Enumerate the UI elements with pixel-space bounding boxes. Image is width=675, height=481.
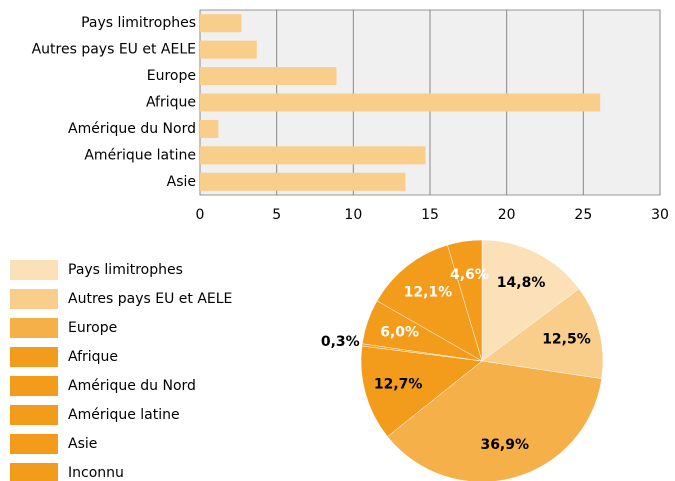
y-tick-label: Amérique du Nord: [68, 121, 196, 137]
x-tick-label: 5: [272, 207, 281, 223]
legend-swatch: [10, 376, 58, 396]
data-label: 0,3%: [321, 334, 360, 350]
pie-slice: [360, 345, 483, 437]
bar: [200, 172, 406, 191]
legend-swatch: [10, 260, 58, 280]
legend-label: Inconnu: [68, 465, 124, 481]
legend-swatch: [10, 347, 58, 367]
y-tick-label: Europe: [147, 68, 196, 84]
y-tick-label: Amérique latine: [84, 147, 196, 163]
data-label: 36,9%: [480, 437, 529, 453]
bar: [200, 40, 257, 59]
data-label: 12,1%: [404, 285, 453, 301]
legend-label: Pays limitrophes: [68, 262, 183, 278]
data-label: 12,5%: [542, 332, 591, 348]
data-label: 14,8%: [497, 275, 546, 291]
x-tick-label: 10: [344, 207, 362, 223]
y-tick-label: Pays limitrophes: [81, 15, 196, 31]
legend-swatch: [10, 434, 58, 454]
legend-label: Amérique latine: [68, 407, 180, 423]
data-label: 6,0%: [380, 325, 419, 341]
y-tick-label: Asie: [167, 174, 196, 190]
legend-label: Amérique du Nord: [68, 378, 196, 394]
pie-slice: [376, 244, 483, 362]
pie-slice: [447, 239, 483, 362]
bar: [200, 93, 601, 112]
bar: [200, 14, 242, 33]
legend-swatch: [10, 463, 58, 481]
x-tick-label: 15: [421, 207, 439, 223]
y-tick-label: Autres pays EU et AELE: [32, 42, 196, 58]
pie-slice: [481, 239, 580, 362]
pie-slice: [481, 288, 604, 379]
legend-label: Europe: [68, 320, 117, 336]
y-tick-label: Afrique: [146, 95, 196, 111]
bar: [200, 119, 219, 138]
bar: [200, 146, 426, 165]
legend-swatch: [10, 405, 58, 425]
x-tick-label: 30: [651, 207, 669, 223]
legend-label: Autres pays EU et AELE: [68, 291, 232, 307]
bar: [200, 67, 337, 86]
x-tick-label: 0: [196, 207, 205, 223]
legend-swatch: [10, 289, 58, 309]
legend-label: Afrique: [68, 349, 118, 365]
x-tick-label: 25: [574, 207, 592, 223]
data-label: 12,7%: [374, 377, 423, 393]
x-tick-label: 20: [498, 207, 516, 223]
data-label: 4,6%: [450, 267, 489, 283]
pie-slice: [387, 360, 602, 481]
legend-label: Asie: [68, 436, 97, 452]
legend-swatch: [10, 318, 58, 338]
